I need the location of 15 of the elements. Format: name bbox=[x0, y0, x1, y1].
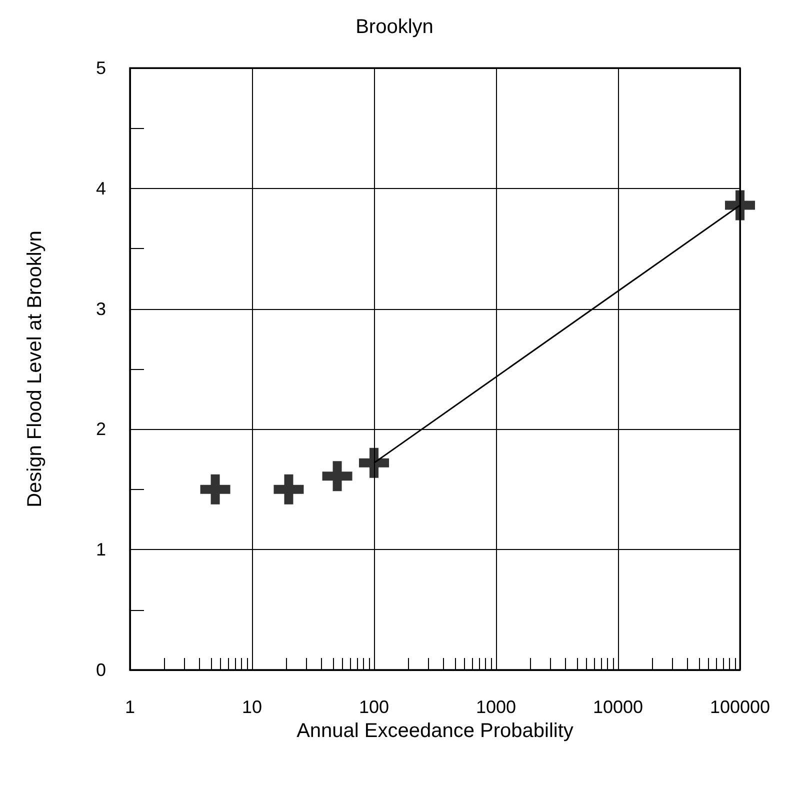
y-tick-label: 2 bbox=[96, 419, 106, 440]
y-axis-title: Design Flood Level at Brooklyn bbox=[24, 230, 46, 508]
y-tick-label: 3 bbox=[96, 298, 106, 319]
x-tick-label: 1000 bbox=[476, 697, 516, 717]
y-tick-label: 5 bbox=[96, 58, 106, 78]
x-tick-label: 100 bbox=[358, 697, 390, 717]
y-tick-label: 0 bbox=[96, 660, 106, 680]
x-tick-label: 100000 bbox=[710, 697, 770, 717]
y-tick-label: 4 bbox=[96, 178, 106, 198]
y-tick-label: 1 bbox=[96, 540, 106, 560]
x-tick-label: 1 bbox=[124, 697, 136, 717]
x-axis-title: Annual Exceedance Probability bbox=[296, 720, 574, 742]
x-tick-label: 10000 bbox=[592, 697, 644, 717]
x-tick-label: 10 bbox=[242, 697, 262, 717]
chart-title: Brooklyn bbox=[356, 16, 434, 38]
